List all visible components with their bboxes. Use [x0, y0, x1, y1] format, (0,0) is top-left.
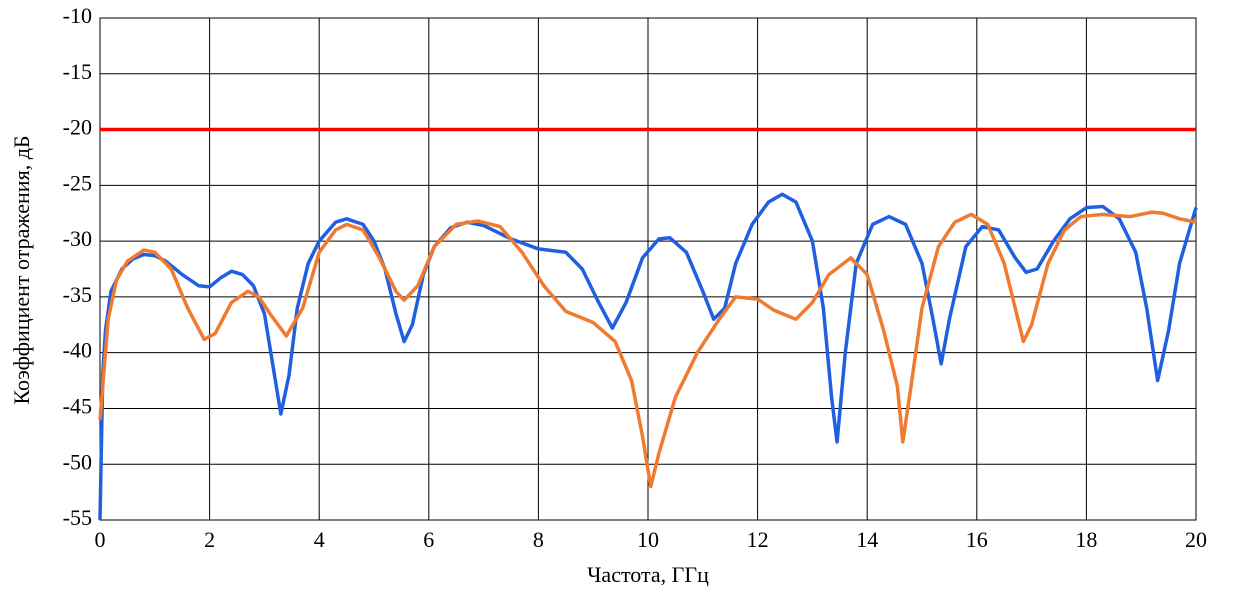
y-tick-label: -50: [63, 449, 92, 474]
y-tick-label: -10: [63, 3, 92, 28]
x-axis-label: Частота, ГГц: [587, 562, 709, 587]
x-tick-label: 20: [1185, 527, 1207, 552]
x-tick-label: 16: [966, 527, 988, 552]
x-tick-label: 6: [423, 527, 434, 552]
y-tick-label: -45: [63, 393, 92, 418]
y-tick-label: -20: [63, 115, 92, 140]
x-tick-label: 0: [95, 527, 106, 552]
x-tick-label: 18: [1075, 527, 1097, 552]
x-tick-label: 12: [747, 527, 769, 552]
y-tick-label: -35: [63, 282, 92, 307]
y-tick-label: -15: [63, 59, 92, 84]
y-tick-label: -30: [63, 226, 92, 251]
series-line: [98, 210, 1197, 489]
y-tick-label: -55: [63, 505, 92, 530]
y-axis-label: Коэффициент отражения, дБ: [9, 135, 34, 404]
y-tick-label: -40: [63, 338, 92, 363]
x-tick-label: 10: [637, 527, 659, 552]
x-tick-label: 14: [856, 527, 878, 552]
plot-frame: [99, 17, 1197, 521]
series-line: [98, 192, 1198, 521]
x-tick-label: 8: [533, 527, 544, 552]
y-tick-label: -25: [63, 170, 92, 195]
x-tick-label: 2: [204, 527, 215, 552]
x-tick-label: 4: [314, 527, 325, 552]
